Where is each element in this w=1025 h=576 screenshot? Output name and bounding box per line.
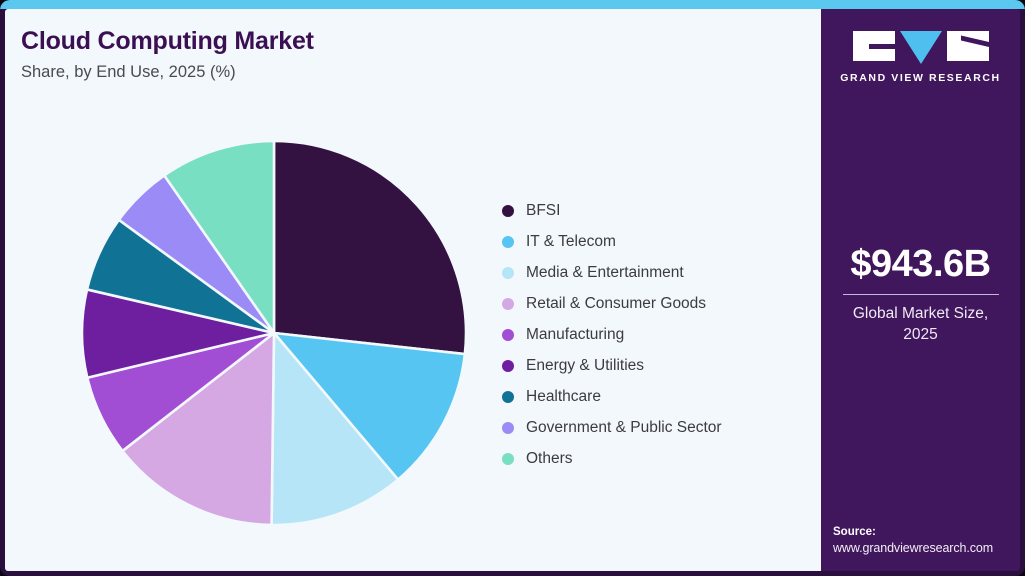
legend-item[interactable]: IT & Telecom (502, 226, 812, 257)
pie-chart (79, 138, 469, 528)
legend-swatch-icon (502, 421, 514, 434)
top-accent-bar (0, 0, 1025, 9)
pie-chart-svg (80, 139, 468, 527)
legend-item[interactable]: Government & Public Sector (502, 412, 812, 443)
legend-item[interactable]: Healthcare (502, 381, 812, 412)
legend-item-label: Healthcare (526, 387, 601, 405)
legend-swatch-icon (502, 328, 514, 341)
legend-item-label: Others (526, 449, 573, 467)
legend-item-label: Media & Entertainment (526, 263, 684, 281)
pie-slice[interactable] (270, 331, 400, 527)
legend-swatch-icon (502, 452, 514, 465)
logo-v-triangle-icon (899, 31, 942, 64)
pie-slice[interactable] (162, 139, 276, 335)
legend-item[interactable]: Energy & Utilities (502, 350, 812, 381)
source-block: Source: www.grandviewresearch.com (833, 526, 1020, 555)
legend-item-label: BFSI (526, 201, 561, 219)
legend-swatch-icon (502, 204, 514, 217)
pie-slice[interactable] (121, 331, 276, 527)
brand-logo[interactable]: GRAND VIEW RESEARCH (821, 31, 1020, 84)
legend-swatch-icon (502, 297, 514, 310)
legend-item[interactable]: BFSI (502, 195, 812, 226)
pie-slice[interactable] (272, 139, 468, 356)
legend-item-label: Energy & Utilities (526, 356, 645, 374)
market-size-block: $943.6B Global Market Size, 2025 (821, 245, 1020, 346)
legend-item[interactable]: Retail & Consumer Goods (502, 288, 812, 319)
legend-item-label: Manufacturing (526, 325, 625, 343)
chart-panel: Cloud Computing Market Share, by End Use… (5, 9, 821, 571)
legend-swatch-icon (502, 266, 514, 279)
logo-g-icon (852, 31, 895, 61)
legend-swatch-icon (502, 359, 514, 372)
legend-item[interactable]: Others (502, 443, 812, 474)
source-url[interactable]: www.grandviewresearch.com (833, 541, 994, 555)
logo-marks (852, 31, 989, 64)
divider (842, 294, 999, 295)
logo-r-icon (946, 31, 989, 61)
market-size-caption: Global Market Size, 2025 (852, 305, 989, 343)
legend-item-label: Retail & Consumer Goods (526, 294, 707, 312)
page-subtitle: Share, by End Use, 2025 (%) (21, 62, 236, 81)
title-block: Cloud Computing Market Share, by End Use… (21, 27, 314, 83)
legend-item[interactable]: Media & Entertainment (502, 257, 812, 288)
legend-item[interactable]: Manufacturing (502, 319, 812, 350)
legend-item-label: IT & Telecom (526, 232, 616, 250)
pie-slice[interactable] (272, 331, 467, 481)
legend-item-label: Government & Public Sector (526, 418, 722, 436)
sidebar-panel: GRAND VIEW RESEARCH $943.6B Global Marke… (821, 9, 1020, 571)
market-size-value: $943.6B (850, 243, 991, 285)
pie-slice-group (80, 139, 468, 527)
chart-legend: BFSI IT & Telecom Media & Entertainment Ret… (502, 195, 812, 474)
legend-swatch-icon (502, 390, 514, 403)
logo-wordmark: GRAND VIEW RESEARCH (840, 72, 1001, 84)
source-label: Source: (833, 526, 876, 538)
page-title: Cloud Computing Market (21, 27, 314, 55)
legend-swatch-icon (502, 235, 514, 248)
